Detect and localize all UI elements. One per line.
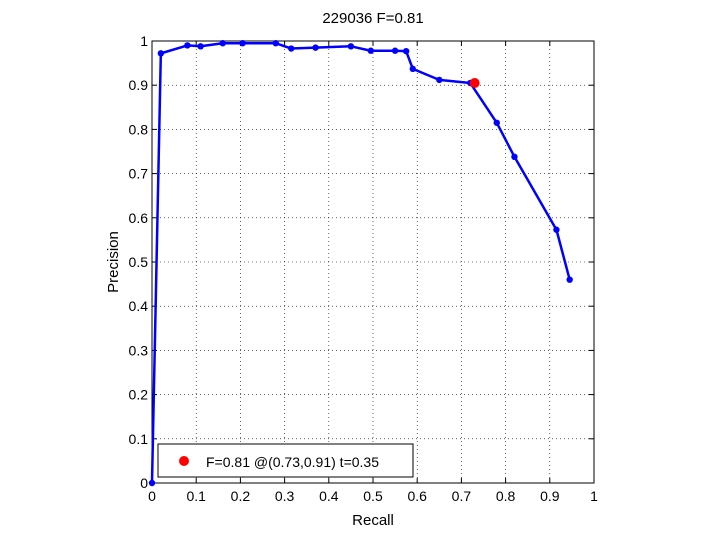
series-point <box>391 47 399 54</box>
series-point <box>347 43 355 50</box>
x-tick-label: 0.4 <box>319 488 339 504</box>
x-tick-label: 0.9 <box>540 488 560 504</box>
series-point <box>148 479 156 487</box>
legend-label: F=0.81 @(0.73,0.91) t=0.35 <box>206 454 379 470</box>
x-tick-label: 0.8 <box>496 488 516 504</box>
series-point <box>197 43 204 50</box>
series-point <box>511 153 518 161</box>
series-point <box>402 47 410 55</box>
y-tick-label: 0.1 <box>129 431 149 447</box>
chart-title: 229036 F=0.81 <box>322 10 423 27</box>
x-tick-label: 0.7 <box>452 488 472 504</box>
series-point <box>312 44 319 51</box>
series-point <box>239 40 246 47</box>
y-tick-label: 0.8 <box>129 121 149 137</box>
legend-box <box>157 443 414 478</box>
y-tick-label: 0.6 <box>129 210 149 226</box>
y-tick-label: 0 <box>140 475 148 491</box>
y-tick-label: 0.9 <box>129 77 149 93</box>
series-point <box>367 47 374 54</box>
series-point <box>288 45 295 52</box>
x-tick-label: 0.5 <box>363 488 383 504</box>
series-point <box>436 76 443 84</box>
best-f-point <box>469 77 480 88</box>
series-layer <box>148 40 573 487</box>
x-tick-label: 0.1 <box>186 488 206 504</box>
series-point <box>566 276 573 283</box>
legend: F=0.81 @(0.73,0.91) t=0.35 <box>157 443 414 478</box>
grid-lines <box>152 41 594 483</box>
y-tick-label: 1 <box>140 33 148 49</box>
x-tick-labels: 0 0.1 0.2 0.3 0.4 0.5 0.6 0.7 0.8 0.9 1 <box>148 488 598 504</box>
x-axis-title: Recall <box>352 512 394 529</box>
x-tick-label: 1 <box>590 488 598 504</box>
legend-marker <box>179 456 189 466</box>
series-line <box>150 41 571 484</box>
y-tick-label: 0.5 <box>129 254 149 270</box>
series-point <box>272 40 279 47</box>
y-tick-label: 0.4 <box>129 298 149 314</box>
y-tick-labels: 0 0.1 0.2 0.3 0.4 0.5 0.6 0.7 0.8 0.9 1 <box>129 33 149 491</box>
y-tick-label: 0.3 <box>129 342 149 358</box>
x-tick-label: 0.2 <box>231 488 251 504</box>
series-point <box>184 42 191 49</box>
series-point <box>553 226 560 233</box>
y-tick-label: 0.2 <box>129 387 149 403</box>
series-point <box>409 65 416 73</box>
x-tick-label: 0.6 <box>407 488 427 504</box>
y-tick-label: 0.7 <box>129 166 149 182</box>
series-point <box>493 119 500 126</box>
series-point <box>157 50 165 57</box>
x-tick-label: 0 <box>148 488 156 504</box>
series-point <box>219 40 226 47</box>
axes-frame <box>151 40 595 484</box>
y-axis-title: Precision <box>105 231 122 293</box>
plot-area: 0 0.1 0.2 0.3 0.4 0.5 0.6 0.7 0.8 0.9 1 0 0.1 0.2 0.3… <box>129 33 599 504</box>
x-tick-label: 0.3 <box>275 488 295 504</box>
